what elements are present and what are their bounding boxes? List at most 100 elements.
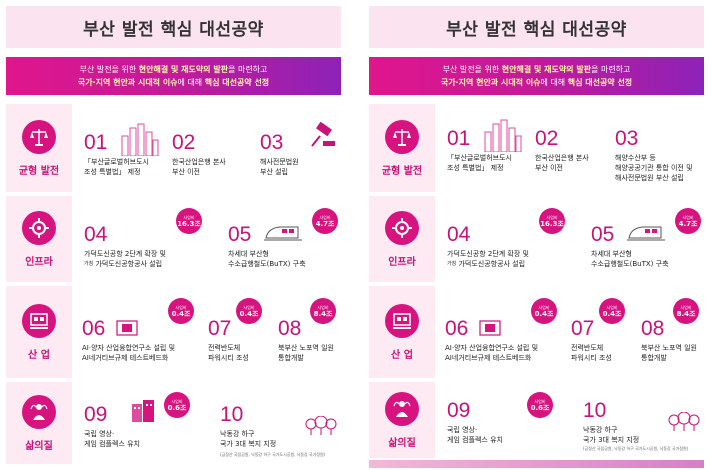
intro-text: 을 마련하고 [591,65,631,74]
pledge-line: 통합개발 [278,354,304,362]
section-label: 인프라 [6,196,72,282]
section-label: 인프라 [369,196,435,282]
section-name: 인프라 [388,256,416,268]
section-label: 균형 발전 [369,104,435,192]
badge-label: 사업비 [606,304,618,310]
section-body: 01 「부산글로벌허브도시 조성 특별법」 제정 02 한국산업은행 본사 부산 이… [435,104,704,192]
pledge-number: 06 [445,317,469,340]
chip-icon [479,320,501,336]
badge-value: 0.6조 [530,403,550,412]
budget-badge: 사업비 8.4조 [673,298,699,324]
pledge-tag: 가칭 [84,261,94,267]
poster-right: 부산 발전 핵심 대선공약 부산 발전을 위한 현안해결 및 재도약의 발판을 … [363,0,710,470]
pledge-number: 05 [591,223,615,246]
intro-text: 부산 발전을 위한 [79,65,139,74]
intro-highlight: 국가·지역 현안과 시대적 이슈 [440,78,541,87]
trees-icon [305,416,337,435]
section-name: 산 업 [391,349,413,361]
pledge-02: 02 한국산업은행 본사 부산 이전 [172,132,250,177]
title-bar: 부산 발전 핵심 대선공약 [6,6,341,48]
trees-icon [668,412,700,431]
footnote: (금정산 국립공원, 낙동강 하구 국가도시공원, 낙동강 국가정원) [583,446,689,451]
pledge-04: 04 가덕도신공항 2단계 확장 및 가칭 가덕도신공항공사 설립 [84,224,204,269]
pledge-line: 가덕도신공항 2단계 확장 및 [84,250,166,258]
intro-highlight: 핵심 대선공약 선정 [567,78,633,87]
intro-highlight: 핵심 대선공약 선정 [204,78,270,87]
section-label: 산 업 [6,286,72,378]
pledge-text: AI·양자 산업융합연구소 설립 및 AI네거티브규제 테스트베드화 [82,343,200,363]
budget-badge: 사업비 0.4조 [168,298,194,324]
badge-label: 사업비 [175,304,187,310]
scale-icon [385,119,419,154]
section-label: 균형 발전 [6,104,72,192]
pledge-line: 국립 영상· [447,426,478,434]
poster-left: 부산 발전 핵심 대선공약 부산 발전을 위한 현안해결 및 재도약의 발판을 … [0,0,347,470]
badge-label: 사업비 [680,304,692,310]
bottom-band [369,460,704,468]
pledge-line: 통합개발 [641,354,667,362]
section-industry: 산 업 06 AI·양자 산업융합연구소 설립 및 AI네거티브규제 테스트베드화… [369,286,704,378]
section-industry: 산 업 06 AI·양자 산업융합연구소 설립 및 AI네거티브규제 테스트베드화… [6,286,341,378]
chip-icon [116,320,138,336]
section-infra: 인프라 04 가덕도신공항 2단계 확장 및 가칭 가덕도신공항공사 설립 사업비… [369,196,704,282]
budget-badge: 사업비 16.3조 [176,208,202,234]
pledge-line: 가덕도신공항공사 설립 [458,260,526,268]
pledge-number: 07 [208,317,232,340]
pledge-09: 09 국립 영상· 게임 컴플렉스 유치 [447,400,537,445]
person-icon [22,394,56,429]
pledge-01: 01 「부산글로벌허브도시 조성 특별법」 제정 [447,128,535,173]
section-body: 04 가덕도신공항 2단계 확장 및 가칭 가덕도신공항공사 설립 사업비 16.3… [72,196,341,282]
badge-label: 사업비 [319,214,331,220]
budget-badge: 사업비 0.6조 [527,392,553,418]
pledge-number: 01 [84,131,108,154]
section-name: 균형 발전 [18,165,60,177]
pledge-line: 부산 이전 [535,164,563,172]
section-label: 삶의질 [369,382,435,458]
intro-text: 을 마련하고 [228,65,268,74]
pledge-number: 06 [82,317,106,340]
budget-badge: 사업비 0.6조 [164,392,190,418]
intro-text: 에 대해 [177,78,205,87]
pledge-line: 가덕도신공항공사 설립 [95,260,163,268]
pledge-line: 해사전문법원 [260,158,299,166]
pledge-line: 한국산업은행 본사 [172,158,226,166]
section-body: 09 국립 영상· 게임 컴플렉스 유치 사업비 0.6조 10 낙동강 하구 국가 … [435,382,704,458]
pledge-line: AI네거티브규제 테스트베드화 [82,354,169,362]
building-icon [132,400,154,422]
pledge-line: 부산 이전 [172,168,200,176]
intro-highlight: 국가·지역 현안과 시대적 이슈 [77,78,178,87]
pledge-line: 북부산 노포역 일원 [278,344,334,352]
pledge-text: 전력반도체 파워시티 조성 [208,343,278,363]
city-skyline-icon [484,119,522,152]
pledge-line: 국가 3대 복지 지정 [220,440,277,448]
factory-icon [22,303,56,338]
pledge-text: 낙동강 하구 국가 3대 복지 지정 [220,429,340,449]
budget-badge: 사업비 0.4조 [599,298,625,324]
pledge-05: 05 차세대 부산형 수소급행철도(BuTX) 구축 [591,224,701,269]
pledge-line: 해양수산부 등 [615,154,656,162]
pledge-text: 차세대 부산형 수소급행철도(BuTX) 구축 [591,249,701,269]
section-label: 삶의질 [6,382,72,464]
badge-value: 0.4조 [239,309,259,318]
section-body: 06 AI·양자 산업융합연구소 설립 및 AI네거티브규제 테스트베드화 사업비… [435,286,704,378]
badge-label: 사업비 [538,304,550,310]
pledge-number: 03 [260,131,284,154]
pledge-01: 01 「부산글로벌허브도시 조성 특별법」 제정 [84,132,172,177]
pledge-line: 파워시티 조성 [208,354,249,362]
badge-value: 4.7조 [315,219,335,228]
gear-icon [22,210,56,245]
pledge-number: 08 [641,317,665,340]
pledge-line: 부산 설립 [260,168,288,176]
intro-highlight: 현안해결 및 재도약의 발판 [138,65,229,74]
pledge-number: 10 [220,403,244,426]
pledge-10: 10 낙동강 하구 국가 3대 복지 지정 [220,404,340,449]
pledge-line: 게임 컴플렉스 유치 [84,440,140,448]
factory-icon [385,303,419,338]
budget-badge: 사업비 0.4조 [531,298,557,324]
pledge-line: 차세대 부산형 [591,250,632,258]
badge-value: 16.3조 [177,219,201,228]
pledge-number: 08 [278,317,302,340]
